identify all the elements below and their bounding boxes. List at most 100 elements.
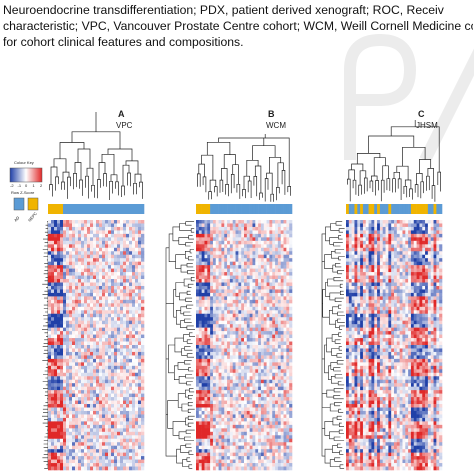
heatmap-cell: [221, 376, 225, 381]
heatmap-cell: [84, 230, 88, 235]
heatmap-cell: [102, 275, 106, 280]
heatmap-cell: [269, 220, 273, 224]
heatmap-cell: [105, 334, 109, 339]
heatmap-cell: [108, 341, 112, 346]
heatmap-cell: [57, 424, 61, 429]
heatmap-cell: [108, 466, 112, 471]
heatmap-cell: [218, 452, 222, 457]
heatmap-cell: [105, 268, 109, 273]
heatmap-cell: [277, 251, 281, 256]
heatmap-cell: [258, 414, 262, 419]
heatmap-cell: [132, 341, 136, 346]
heatmap-cell: [123, 237, 127, 242]
heatmap-cell: [260, 237, 265, 242]
heatmap-cell: [405, 220, 409, 224]
heatmap-cell: [283, 230, 287, 235]
heatmap-cell: [241, 383, 245, 387]
heatmap-cell: [286, 310, 290, 315]
heatmap-cell: [246, 445, 250, 450]
heatmap-cell: [210, 445, 214, 450]
heatmap-cell: [232, 463, 236, 467]
heatmap-cell: [108, 459, 112, 464]
heatmap-cell: [114, 376, 118, 381]
heatmap-cell: [126, 289, 130, 294]
heatmap-cell: [229, 404, 233, 408]
heatmap-cell: [249, 220, 253, 224]
heatmap-cell: [48, 376, 52, 381]
heatmap-cell: [96, 463, 100, 467]
heatmap-cell: [123, 362, 127, 367]
heatmap-cell: [54, 466, 58, 471]
heatmap-cell: [123, 407, 127, 412]
heatmap-cell: [123, 459, 127, 464]
heatmap-cell: [215, 310, 219, 315]
heatmap-cell: [96, 438, 100, 443]
heatmap-cell: [132, 442, 136, 446]
heatmap-cell: [275, 331, 279, 335]
heatmap-cell: [57, 435, 61, 440]
heatmap-cell: [207, 435, 211, 440]
heatmap-cell: [354, 223, 358, 228]
heatmap-cell: [224, 331, 228, 335]
heatmap-cell: [379, 223, 383, 228]
heatmap-cell: [235, 463, 239, 467]
heatmap-cell: [263, 397, 267, 401]
heatmap-cell: [81, 417, 85, 422]
heatmap-cell: [277, 265, 281, 269]
heatmap-cell: [283, 351, 287, 356]
heatmap-cell: [277, 424, 281, 429]
heatmap-cell: [51, 240, 55, 245]
heatmap-cell: [289, 345, 293, 349]
heatmap-cell: [135, 362, 139, 367]
heatmap-cell: [224, 233, 228, 238]
heatmap-cell: [99, 247, 103, 252]
heatmap-cell: [90, 310, 94, 315]
heatmap-cell: [246, 331, 250, 335]
heatmap-cell: [96, 237, 100, 242]
heatmap-cell: [229, 299, 233, 304]
heatmap-cell: [224, 358, 228, 363]
heatmap-cell: [229, 435, 233, 440]
heatmap-cell: [54, 258, 58, 262]
heatmap-cell: [198, 341, 202, 346]
heatmap-cell: [81, 272, 85, 276]
heatmap-cell: [277, 463, 281, 467]
heatmap-cell: [126, 244, 130, 249]
heatmap-cell: [51, 282, 55, 287]
heatmap-cell: [123, 258, 127, 262]
heatmap-cell: [78, 331, 82, 335]
heatmap-cell: [102, 404, 106, 408]
heatmap-cell: [221, 369, 225, 374]
heatmap-cell: [241, 386, 245, 391]
heatmap-cell: [227, 386, 231, 391]
heatmap-cell: [54, 303, 58, 308]
heatmap-cell: [111, 285, 115, 290]
heatmap-cell: [117, 279, 121, 283]
heatmap-cell: [210, 404, 214, 408]
heatmap-cell: [204, 379, 208, 384]
heatmap-cell: [84, 365, 88, 370]
heatmap-cell: [249, 404, 253, 408]
heatmap-cell: [249, 317, 253, 321]
heatmap-cell: [198, 407, 202, 412]
heatmap-cell: [218, 362, 222, 367]
heatmap-cell: [72, 265, 76, 269]
heatmap-cell: [48, 230, 52, 235]
heatmap-cell: [129, 237, 133, 242]
heatmap-cell: [78, 414, 82, 419]
heatmap-cell: [269, 372, 273, 377]
heatmap-cell: [286, 351, 290, 356]
heatmap-cell: [96, 435, 100, 440]
heatmap-cell: [66, 459, 70, 464]
heatmap-cell: [54, 428, 58, 433]
heatmap-cell: [275, 463, 279, 467]
heatmap-cell: [207, 404, 211, 408]
heatmap-cell: [235, 265, 239, 269]
heatmap-cell: [263, 303, 267, 308]
heatmap-cell: [87, 258, 91, 262]
heatmap-cell: [96, 296, 100, 301]
heatmap-cell: [258, 424, 262, 429]
heatmap-cell: [207, 285, 211, 290]
heatmap-cell: [227, 456, 231, 460]
heatmap-cell: [244, 285, 248, 290]
